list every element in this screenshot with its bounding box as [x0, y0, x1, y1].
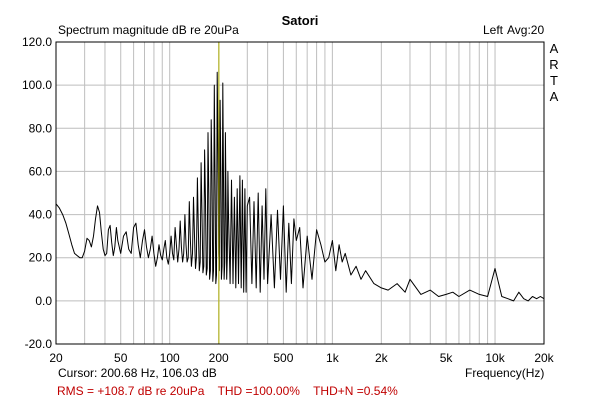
brand-letter: R — [549, 57, 559, 72]
x-tick-label: 100 — [160, 351, 180, 365]
brand-letter: A — [549, 41, 559, 56]
y-tick-label: 100.0 — [22, 78, 52, 92]
brand-letter: A — [549, 89, 559, 104]
x-tick-label: 20 — [49, 351, 63, 365]
x-tick-label: 10k — [485, 351, 505, 365]
x-tick-label: 20k — [534, 351, 554, 365]
x-tick-label: 50 — [114, 351, 128, 365]
x-tick-label: 2k — [375, 351, 389, 365]
y-tick-label: 80.0 — [29, 121, 53, 135]
x-tick-label: 5k — [440, 351, 454, 365]
y-tick-label: 40.0 — [29, 208, 53, 222]
brand-letter: T — [550, 73, 558, 88]
x-tick-label: 200 — [209, 351, 229, 365]
cursor-readout: Cursor: 200.68 Hz, 106.03 dB — [58, 366, 217, 380]
spectrum-trace — [55, 71, 545, 302]
channel-label: Left — [483, 23, 504, 37]
chart-title: Satori — [281, 13, 319, 28]
plot-frame — [55, 41, 545, 345]
x-tick-label: 500 — [273, 351, 293, 365]
y-tick-label: 20.0 — [29, 251, 53, 265]
y-axis-label: Spectrum magnitude dB re 20uPa — [58, 23, 239, 37]
arta-brand: A R T A — [548, 41, 560, 105]
rms-value: RMS = +108.7 dB re 20uPa — [57, 384, 205, 398]
thdn-value: THD+N =0.54% — [313, 384, 398, 398]
x-tick-label: 1k — [326, 351, 340, 365]
y-tick-label: -20.0 — [25, 337, 53, 351]
y-tick-label: 60.0 — [29, 164, 53, 178]
y-tick-label: 0.0 — [35, 294, 52, 308]
thd-value: THD =100.00% — [217, 384, 300, 398]
plot-area — [56, 42, 544, 344]
average-label: Avg:20 — [507, 23, 545, 37]
measurement-stats: RMS = +108.7 dB re 20uPa THD =100.00% TH… — [57, 384, 408, 398]
x-axis-label: Frequency(Hz) — [465, 366, 545, 380]
y-tick-label: 120.0 — [22, 35, 52, 49]
